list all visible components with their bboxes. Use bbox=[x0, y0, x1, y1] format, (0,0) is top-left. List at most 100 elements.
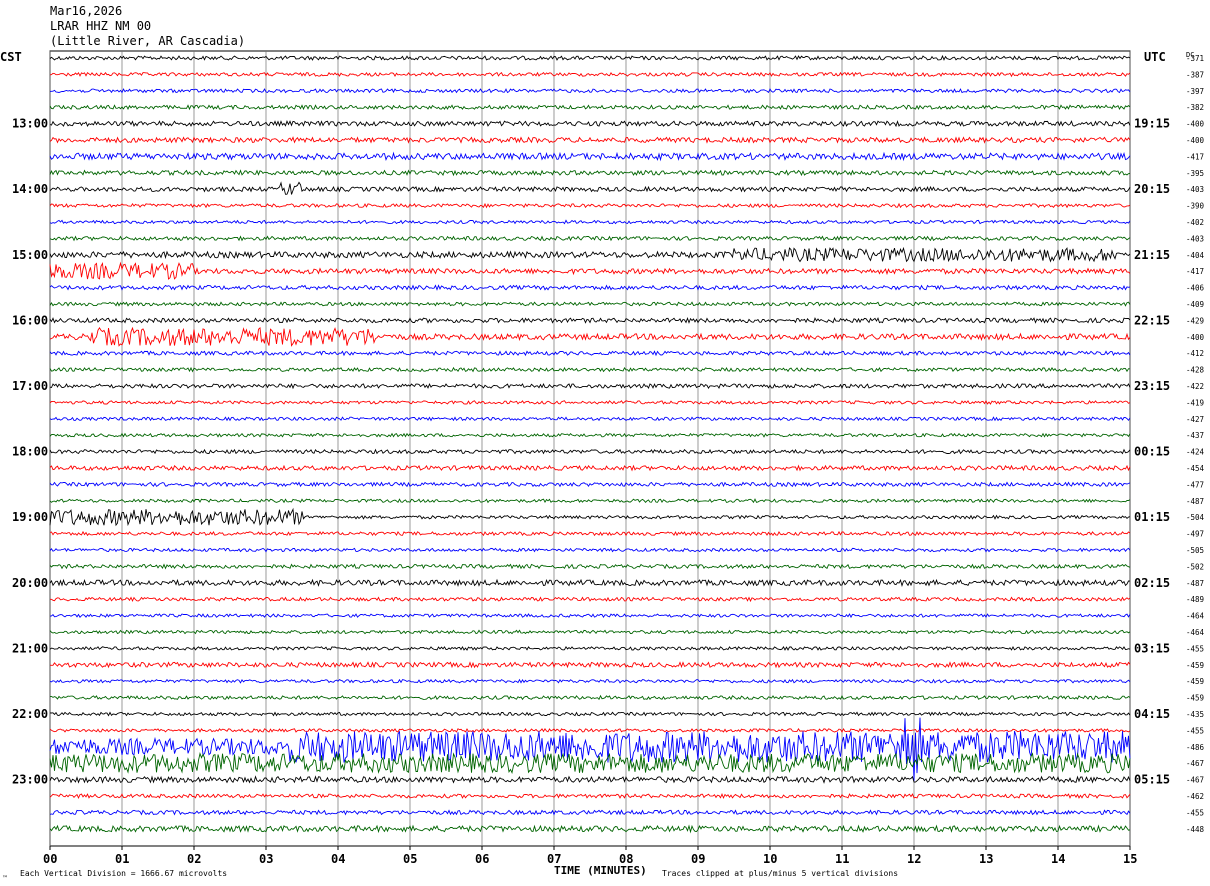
trace-line bbox=[50, 596, 1131, 603]
trace-line bbox=[49, 169, 1131, 177]
dc-offset-label: -459 bbox=[1186, 661, 1204, 670]
utc-hour-label: 01:15 bbox=[1134, 510, 1170, 524]
trace-line bbox=[49, 88, 1131, 94]
trace-line bbox=[49, 481, 1131, 488]
dc-offset-label: -459 bbox=[1186, 694, 1204, 703]
dc-offset-label: -429 bbox=[1186, 316, 1204, 325]
trace-line bbox=[49, 119, 1131, 128]
trace-line bbox=[49, 382, 1131, 390]
cst-hour-label: 18:00 bbox=[12, 445, 48, 459]
dc-offset-label: -464 bbox=[1186, 628, 1205, 637]
dc-header-label: DC bbox=[1186, 51, 1194, 59]
trace-line bbox=[49, 284, 1131, 291]
trace-line bbox=[49, 316, 1131, 324]
trace-line bbox=[49, 498, 1131, 504]
trace-line bbox=[49, 578, 1131, 587]
cst-hour-label: 20:00 bbox=[12, 576, 48, 590]
x-tick-label: 03 bbox=[259, 852, 273, 866]
x-tick-label: 06 bbox=[475, 852, 489, 866]
dc-offset-label: -454 bbox=[1186, 464, 1205, 473]
dc-offset-label: -406 bbox=[1186, 284, 1205, 293]
trace-line bbox=[49, 71, 1131, 78]
trace-line bbox=[49, 235, 1131, 242]
cst-hour-label: 23:00 bbox=[12, 773, 48, 787]
x-tick-label: 09 bbox=[691, 852, 705, 866]
trace-line bbox=[49, 350, 1131, 357]
x-tick-label: 12 bbox=[907, 852, 921, 866]
dc-offset-label: -422 bbox=[1186, 382, 1204, 391]
x-tick-label: 00 bbox=[43, 852, 57, 866]
x-axis-title: TIME (MINUTES) bbox=[554, 864, 647, 877]
left-timezone-label: CST bbox=[0, 50, 22, 64]
trace-line bbox=[49, 629, 1131, 635]
dc-offset-label: -467 bbox=[1186, 759, 1204, 768]
cst-hour-label: 13:00 bbox=[12, 117, 48, 131]
header-station: LRAR HHZ NM 00 bbox=[50, 19, 152, 33]
utc-hour-label: 03:15 bbox=[1134, 641, 1170, 655]
cst-hour-label: 21:00 bbox=[12, 641, 48, 655]
dc-offset-label: -455 bbox=[1186, 808, 1204, 817]
x-tick-label: 01 bbox=[115, 852, 129, 866]
scale-note: Each Vertical Division = 1666.67 microvo… bbox=[20, 869, 227, 878]
cst-hour-label: 16:00 bbox=[12, 313, 48, 327]
trace-line bbox=[49, 464, 1131, 472]
dc-offset-label: -504 bbox=[1186, 513, 1205, 522]
dc-offset-label: -404 bbox=[1186, 251, 1205, 260]
trace-line bbox=[49, 432, 1131, 438]
cst-hour-label: 19:00 bbox=[12, 510, 48, 524]
cst-hour-label: 14:00 bbox=[12, 182, 48, 196]
dc-offset-label: -390 bbox=[1186, 202, 1205, 211]
dc-offset-label: -409 bbox=[1186, 300, 1204, 309]
dc-offset-label: -487 bbox=[1186, 579, 1204, 588]
x-tick-label: 08 bbox=[619, 852, 633, 866]
x-tick-label: 02 bbox=[187, 852, 201, 866]
utc-hour-label: 04:15 bbox=[1134, 707, 1170, 721]
x-tick-label: 15 bbox=[1123, 852, 1137, 866]
dc-offset-label: -412 bbox=[1186, 349, 1204, 358]
x-tick-label: 05 bbox=[403, 852, 417, 866]
x-tick-label: 04 bbox=[331, 852, 345, 866]
dc-offset-label: -497 bbox=[1186, 530, 1204, 539]
dc-offset-label: -428 bbox=[1186, 366, 1205, 375]
trace-line bbox=[49, 809, 1131, 816]
right-timezone-label: UTC bbox=[1144, 50, 1166, 64]
x-tick-label: 11 bbox=[835, 852, 849, 866]
trace-line bbox=[49, 507, 1131, 527]
trace-line bbox=[49, 151, 1131, 162]
dc-offset-label: -387 bbox=[1186, 70, 1204, 79]
dc-offset-label: -448 bbox=[1186, 825, 1205, 834]
utc-hour-label: 05:15 bbox=[1134, 773, 1170, 787]
dc-offset-label: -435 bbox=[1186, 710, 1204, 719]
trace-line bbox=[49, 661, 1131, 669]
trace-line bbox=[49, 136, 1131, 144]
trace-line bbox=[49, 104, 1131, 111]
utc-hour-label: 20:15 bbox=[1134, 182, 1170, 196]
dc-offset-label: -455 bbox=[1186, 726, 1204, 735]
dc-offset-label: -382 bbox=[1186, 103, 1204, 112]
dc-offset-label: -397 bbox=[1186, 87, 1204, 96]
dc-offset-label: -400 bbox=[1186, 136, 1205, 145]
dc-offset-label: -459 bbox=[1186, 677, 1204, 686]
trace-line bbox=[49, 416, 1131, 422]
dc-offset-label: -487 bbox=[1186, 497, 1204, 506]
cst-hour-label: 15:00 bbox=[12, 248, 48, 262]
utc-hour-label: 22:15 bbox=[1134, 313, 1170, 327]
trace-line bbox=[49, 261, 1131, 280]
x-tick-label: 07 bbox=[547, 852, 561, 866]
utc-hour-label: 23:15 bbox=[1134, 379, 1170, 393]
trace-line bbox=[49, 727, 1131, 733]
trace-line bbox=[49, 366, 1131, 373]
trace-line bbox=[49, 824, 1131, 834]
dc-offset-label: -419 bbox=[1186, 398, 1204, 407]
trace-line bbox=[49, 530, 1131, 537]
trace-line bbox=[49, 301, 1131, 307]
dc-offset-label: -395 bbox=[1186, 169, 1204, 178]
dc-offset-label: -417 bbox=[1186, 152, 1204, 161]
utc-hour-label: 19:15 bbox=[1134, 117, 1170, 131]
dc-offset-label: -403 bbox=[1186, 185, 1204, 194]
dc-offset-label: -437 bbox=[1186, 431, 1204, 440]
dc-offset-label: -462 bbox=[1186, 792, 1204, 801]
trace-line bbox=[49, 326, 1131, 347]
clip-note: Traces clipped at plus/minus 5 vertical … bbox=[662, 869, 898, 878]
